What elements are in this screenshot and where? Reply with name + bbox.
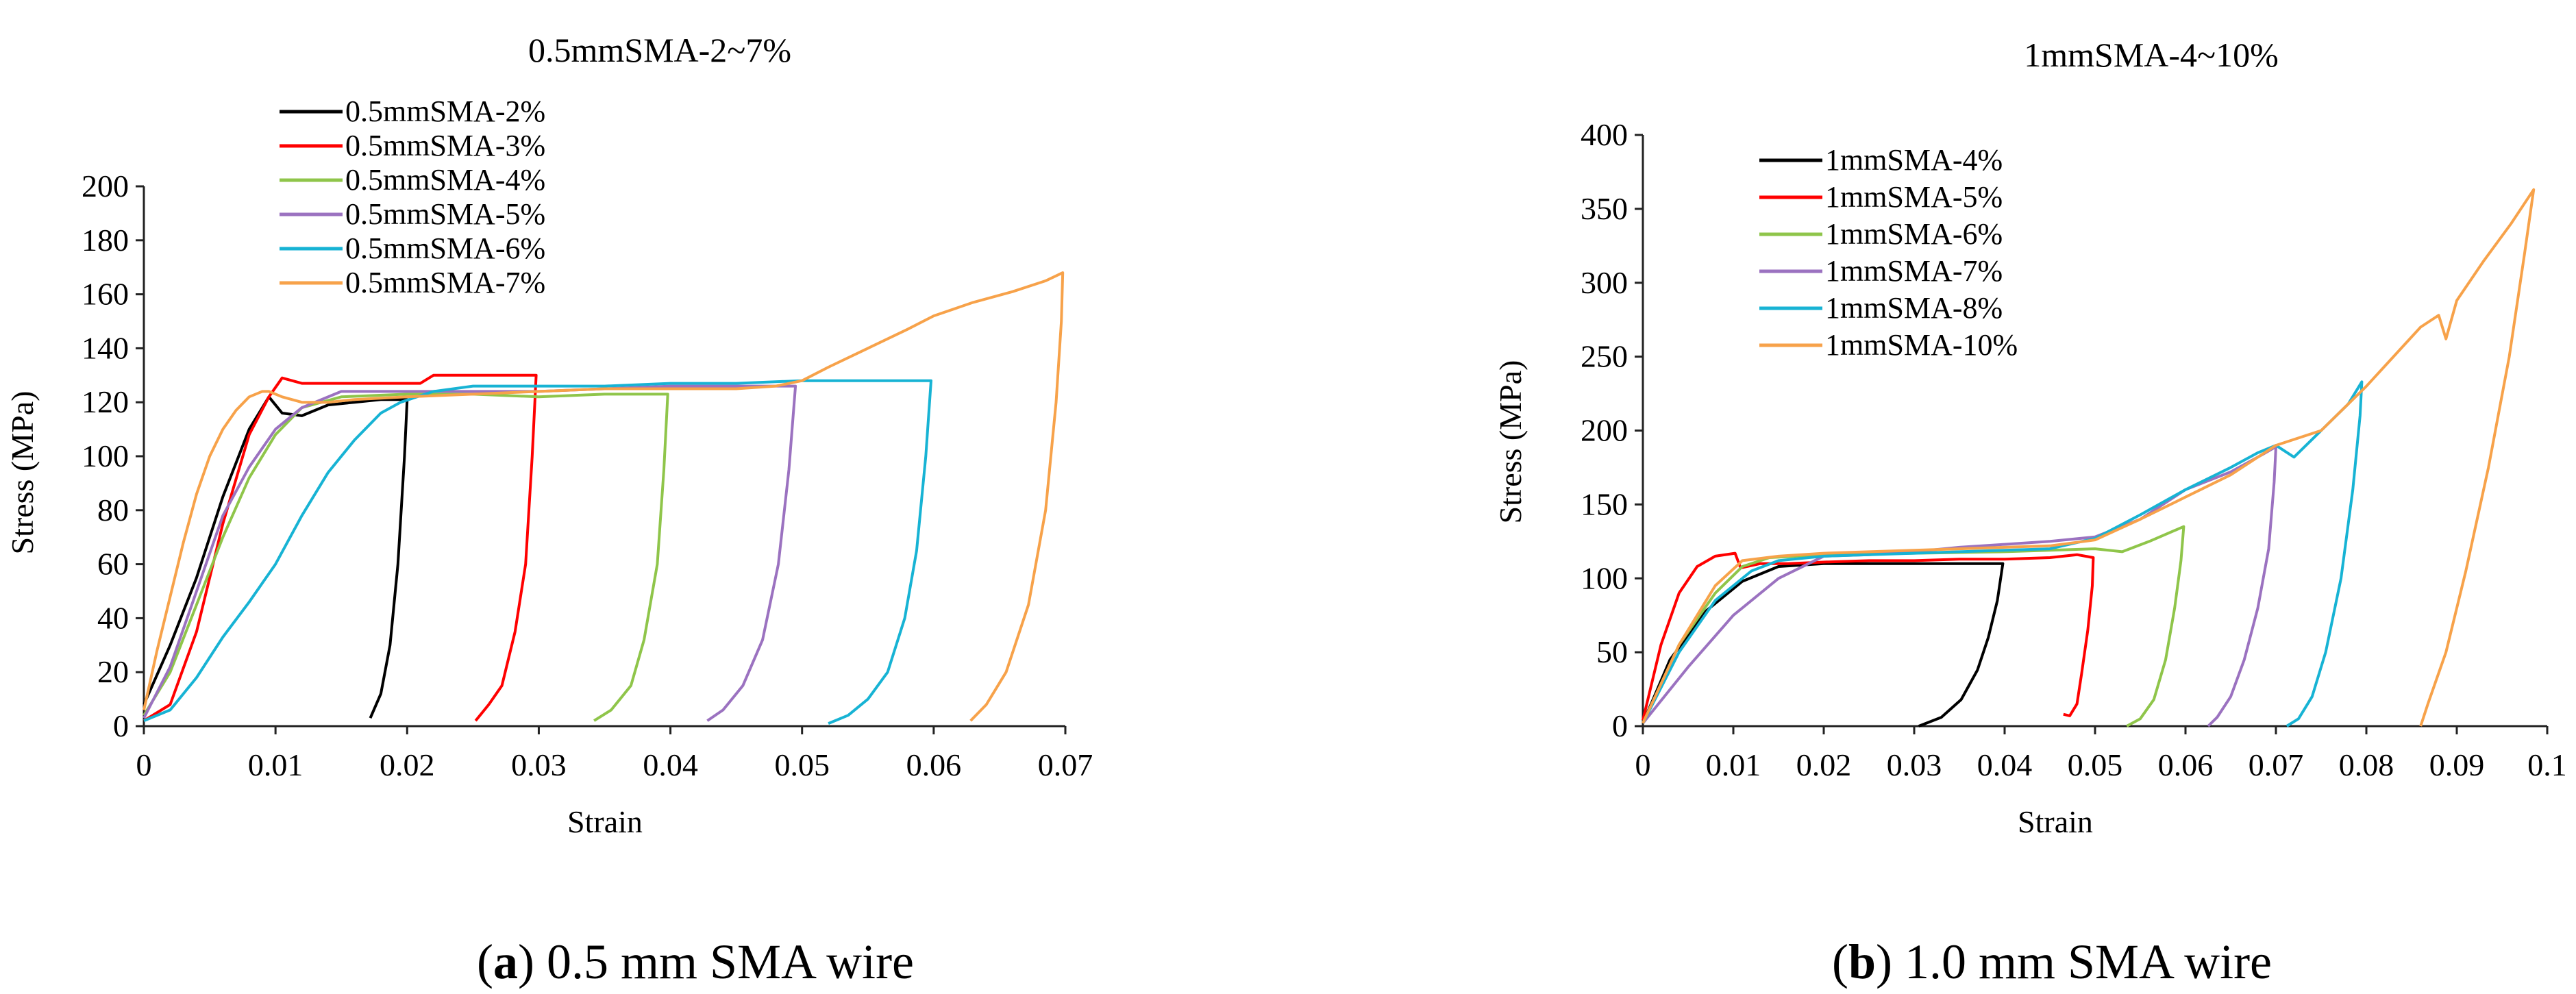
legend-label: 0.5mmSMA-4% [345, 163, 545, 197]
x-tick-label: 0 [136, 747, 152, 782]
caption-b-label: b [1848, 934, 1876, 989]
x-tick-label: 0.08 [2339, 747, 2394, 782]
x-tick-label: 0.01 [248, 747, 304, 782]
legend-label: 1mmSMA-5% [1825, 180, 2003, 214]
x-tick-label: 0.06 [2158, 747, 2214, 782]
x-tick-label: 0.09 [2429, 747, 2485, 782]
x-tick-label: 0.06 [906, 747, 962, 782]
y-tick-label: 0 [113, 708, 129, 743]
y-tick-label: 140 [82, 330, 129, 365]
x-tick-label: 0.05 [2068, 747, 2123, 782]
chart-b-axes: 0 0.01 0.02 0.03 0.04 0.05 0.06 0.07 0.08 0.09 0.1… [1581, 117, 2567, 782]
x-tick-label: 0.02 [380, 747, 435, 782]
y-tick-label: 150 [1581, 486, 1628, 521]
series-line-6 [1642, 188, 2536, 727]
y-tick-label: 120 [82, 384, 129, 419]
chart-b: 1mmSMA-4~10% 0 0.01 0.02 0.03 0.04 0.05 0.06 0.… [1493, 36, 2567, 839]
x-tick-label: 0.07 [1038, 747, 1093, 782]
legend-label: 1mmSMA-10% [1825, 328, 2018, 362]
legend-label: 1mmSMA-6% [1825, 217, 2003, 251]
y-tick-label: 50 [1596, 634, 1628, 669]
caption-b-text: 1.0 mm SMA wire [1892, 934, 2272, 989]
legend-label: 1mmSMA-7% [1825, 254, 2003, 288]
legend-label: 0.5mmSMA-3% [345, 129, 545, 162]
chart-b-legend: 1mmSMA-4%1mmSMA-5%1mmSMA-6%1mmSMA-7%1mmS… [1759, 143, 2018, 362]
chart-a-series-group [143, 271, 1065, 725]
y-tick-label: 100 [82, 438, 129, 473]
x-tick-label: 0.03 [1887, 747, 1942, 782]
series-line-6 [143, 271, 1065, 722]
x-tick-label: 0.04 [1977, 747, 2033, 782]
x-tick-label: 0.02 [1796, 747, 1852, 782]
y-tick-label: 160 [82, 277, 129, 312]
y-tick-label: 300 [1581, 265, 1628, 300]
y-tick-label: 400 [1581, 117, 1628, 152]
chart-a-title: 0.5mmSMA-2~7% [528, 31, 791, 69]
series-line-5 [143, 379, 932, 725]
chart-b-series-group [1642, 188, 2536, 728]
y-tick-label: 0 [1612, 708, 1628, 743]
series-line-2 [1642, 551, 2095, 721]
legend-label: 0.5mmSMA-6% [345, 232, 545, 265]
y-tick-label: 250 [1581, 339, 1628, 374]
y-tick-label: 100 [1581, 560, 1628, 595]
chart-a: 0.5mmSMA-2~7% 0 0.01 0.02 0.03 0.04 0.05 0.06 0… [5, 31, 1093, 839]
chart-a-legend: 0.5mmSMA-2%0.5mmSMA-3%0.5mmSMA-4%0.5mmSM… [280, 95, 545, 299]
series-line-1 [143, 395, 409, 719]
x-tick-label: 0.07 [2249, 747, 2304, 782]
caption-a-label: a [493, 934, 518, 989]
series-line-2 [143, 373, 538, 722]
y-tick-label: 60 [97, 547, 129, 582]
y-tick-label: 180 [82, 223, 129, 258]
chart-b-x-axis-label: Strain [2018, 804, 2093, 839]
legend-label: 1mmSMA-8% [1825, 291, 2003, 325]
y-tick-label: 350 [1581, 191, 1628, 226]
series-line-5 [1642, 380, 2364, 728]
chart-b-title: 1mmSMA-4~10% [2024, 36, 2279, 74]
series-line-4 [143, 384, 797, 722]
x-tick-label: 0.01 [1706, 747, 1761, 782]
y-tick-label: 80 [97, 493, 129, 527]
y-tick-label: 20 [97, 654, 129, 689]
chart-a-x-axis-label: Strain [567, 804, 643, 839]
x-tick-label: 0.05 [774, 747, 830, 782]
series-line-1 [1642, 562, 2005, 728]
legend-label: 0.5mmSMA-5% [345, 197, 545, 231]
chart-b-y-axis-label: Stress (MPa) [1493, 360, 1528, 524]
caption-b: (b) 1.0 mm SMA wire [1832, 934, 2272, 989]
y-tick-label: 40 [97, 600, 129, 635]
series-line-3 [1642, 525, 2185, 728]
x-tick-label: 0.04 [643, 747, 698, 782]
x-tick-label: 0.03 [511, 747, 567, 782]
y-tick-label: 200 [1581, 413, 1628, 448]
caption-a: (a) 0.5 mm SMA wire [477, 934, 914, 989]
x-tick-label: 0.1 [2527, 747, 2567, 782]
x-tick-label: 0 [1635, 747, 1651, 782]
legend-label: 0.5mmSMA-2% [345, 95, 545, 128]
chart-a-y-axis-label: Stress (MPa) [5, 391, 40, 555]
legend-label: 0.5mmSMA-7% [345, 266, 545, 299]
y-tick-label: 200 [82, 169, 129, 203]
legend-label: 1mmSMA-4% [1825, 143, 2003, 177]
caption-a-text: 0.5 mm SMA wire [534, 934, 914, 989]
chart-a-axes: 0 0.01 0.02 0.03 0.04 0.05 0.06 0.07 0 20 40 60 80 10… [82, 169, 1093, 782]
